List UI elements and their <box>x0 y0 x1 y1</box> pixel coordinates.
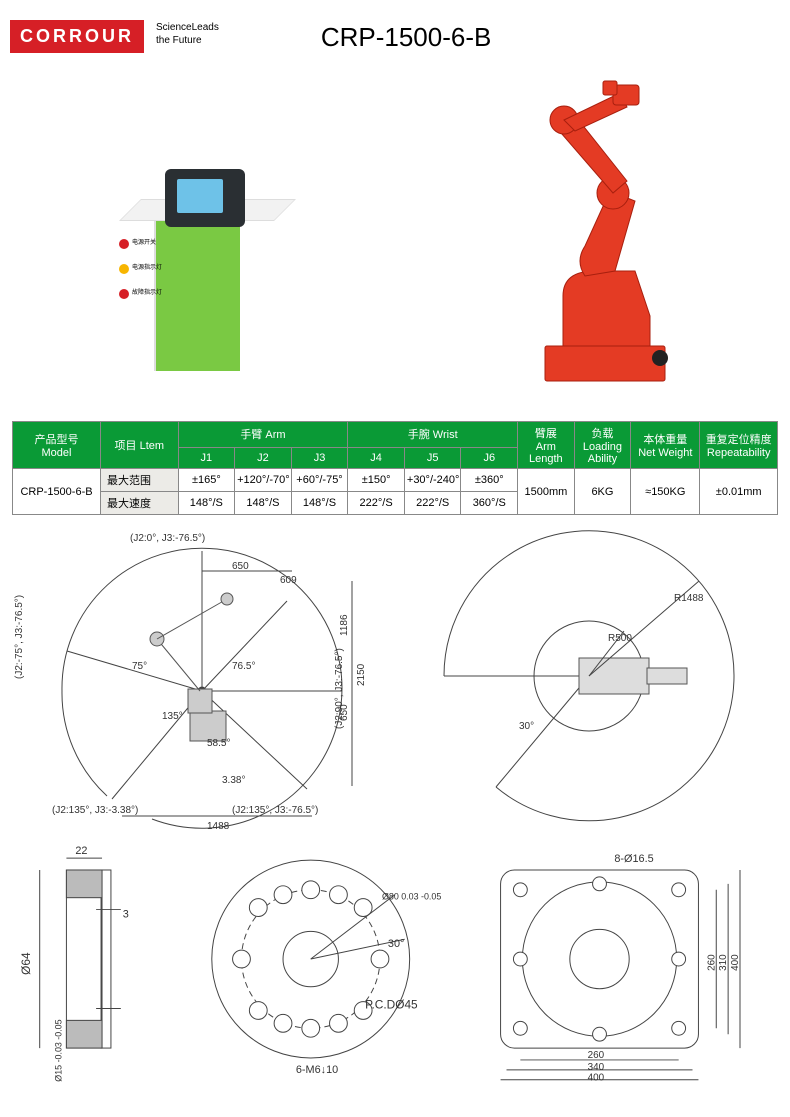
brand-badge: CORROUR <box>10 20 144 53</box>
th-repeat: 重复定位精度Repeatability <box>700 422 778 469</box>
cell-range-j2: +120°/-70° <box>235 469 292 492</box>
label-tol80: Ø80 0.03 -0.05 <box>382 892 441 902</box>
dim-dia64: Ø64 <box>19 952 33 975</box>
slogan-line-1: ScienceLeads <box>156 22 219 35</box>
dim-1488: 1488 <box>207 821 230 831</box>
power-led <box>119 264 129 274</box>
fault-led-label: 故障指示灯 <box>132 287 162 300</box>
label-br: (J2:135°, J3:-76.5°) <box>232 805 318 816</box>
cell-model: CRP-1500-6-B <box>13 469 101 515</box>
label-top-angle: 30° <box>519 721 534 732</box>
cell-range-j6: ±360° <box>461 469 518 492</box>
label-left: (J2:-75°, J3:-76.5°) <box>14 595 25 679</box>
dim-310: 310 <box>719 954 730 971</box>
cell-repeat: ±0.01mm <box>700 469 778 515</box>
label-r-outer: R1488 <box>674 593 704 604</box>
dim-340: 340 <box>588 1062 605 1073</box>
cell-speed-j5: 222°/S <box>404 492 461 515</box>
pendant-screen <box>177 179 223 213</box>
table-row: CRP-1500-6-B 最大范围 ±165° +120°/-70° +60°/… <box>13 469 778 492</box>
drawing-top-envelope: R1488 R500 30° <box>404 521 774 831</box>
ang-585: 58.5° <box>207 738 230 749</box>
dim-22: 22 <box>75 845 87 857</box>
dim-2150: 2150 <box>356 663 367 686</box>
dim-609: 609 <box>280 575 297 586</box>
th-model: 产品型号Model <box>13 422 101 469</box>
cell-speed-j6: 360°/S <box>461 492 518 515</box>
cell-range-j1: ±165° <box>178 469 235 492</box>
th-reach: 臂展ArmLength <box>518 422 575 469</box>
cell-speed-j4: 222°/S <box>348 492 405 515</box>
ang-765: 76.5° <box>232 661 255 672</box>
label-bl: (J2:135°, J3:-3.38°) <box>52 805 138 816</box>
slogan-line-2: the Future <box>156 35 219 48</box>
cell-row1-label: 最大范围 <box>101 469 179 492</box>
th-ltem: 项目 Ltem <box>101 422 179 469</box>
drawing-side-envelope: (J2:0°, J3:-76.5°) (J2:-75°, J3:-76.5°) … <box>12 521 392 831</box>
label-base-hole: 8-Ø16.5 <box>615 853 654 865</box>
robot-arm-illustration <box>445 71 705 391</box>
th-load: 负载LoadingAbility <box>574 422 631 469</box>
drawing-bolt-circle: Ø80 0.03 -0.05 30° P.C.DØ45 6-M6↓10 <box>192 839 449 1084</box>
ang-338: 3.38° <box>222 775 245 786</box>
cell-weight: ≈150KG <box>631 469 700 515</box>
th-j1: J1 <box>178 447 235 468</box>
th-weight: 本体重量Net Weight <box>631 422 700 469</box>
dim-260b: 260 <box>588 1050 605 1061</box>
controller-front-labels: 电源开关 电源指示灯 故障指示灯 <box>119 237 162 313</box>
dim-260: 260 <box>707 954 718 971</box>
controller-illustration: 电源开关 电源指示灯 故障指示灯 <box>85 161 315 391</box>
dim-400b: 400 <box>588 1073 605 1084</box>
fault-led <box>119 289 129 299</box>
th-j3: J3 <box>291 447 348 468</box>
th-wrist-group: 手腕 Wrist <box>348 422 518 448</box>
dim-400: 400 <box>730 954 741 971</box>
page-header: CORROUR ScienceLeads the Future CRP-1500… <box>0 0 790 61</box>
dim-650: 650 <box>232 561 249 572</box>
cell-reach: 1500mm <box>518 469 575 515</box>
dim-3: 3 <box>123 908 129 920</box>
brand-slogan: ScienceLeads the Future <box>156 20 219 47</box>
label-bc-angle: 30° <box>388 938 404 950</box>
ang-75: 75° <box>132 661 147 672</box>
th-j5: J5 <box>404 447 461 468</box>
cell-load: 6KG <box>574 469 631 515</box>
cell-range-j5: +30°/-240° <box>404 469 461 492</box>
th-j6: J6 <box>461 447 518 468</box>
cell-speed-j3: 148°/S <box>291 492 348 515</box>
cell-range-j3: +60°/-75° <box>291 469 348 492</box>
th-j2: J2 <box>235 447 292 468</box>
dim-1186: 1186 <box>339 614 350 636</box>
power-led-label: 电源指示灯 <box>132 262 162 275</box>
model-title: CRP-1500-6-B <box>321 20 492 53</box>
cell-range-j4: ±150° <box>348 469 405 492</box>
dim-tol15: Ø15 -0.03 -0.05 <box>53 1019 63 1081</box>
label-top: (J2:0°, J3:-76.5°) <box>130 533 205 544</box>
label-r-inner: R500 <box>608 633 632 644</box>
label-pcd: P.C.DØ45 <box>365 997 418 1011</box>
th-j4: J4 <box>348 447 405 468</box>
hero-row: 电源开关 电源指示灯 故障指示灯 <box>0 61 790 421</box>
power-switch-button <box>119 239 129 249</box>
label-hole-m6: 6-M6↓10 <box>296 1064 338 1076</box>
drawing-base-plate: 8-Ø16.5 260 340 400 260 310 400 <box>461 839 778 1084</box>
th-arm-group: 手臂 Arm <box>178 422 348 448</box>
drawings-section: (J2:0°, J3:-76.5°) (J2:-75°, J3:-76.5°) … <box>0 515 790 1084</box>
spec-table: 产品型号Model 项目 Ltem 手臂 Arm 手腕 Wrist 臂展ArmL… <box>12 421 778 515</box>
drawing-flange-side: 22 3 Ø64 Ø15 -0.03 -0.05 <box>12 839 180 1084</box>
cell-row2-label: 最大速度 <box>101 492 179 515</box>
power-switch-label: 电源开关 <box>132 237 156 250</box>
ang-135: 135° <box>162 711 183 722</box>
cell-speed-j1: 148°/S <box>178 492 235 515</box>
dim-650v: 650 <box>339 704 350 721</box>
cell-speed-j2: 148°/S <box>235 492 292 515</box>
